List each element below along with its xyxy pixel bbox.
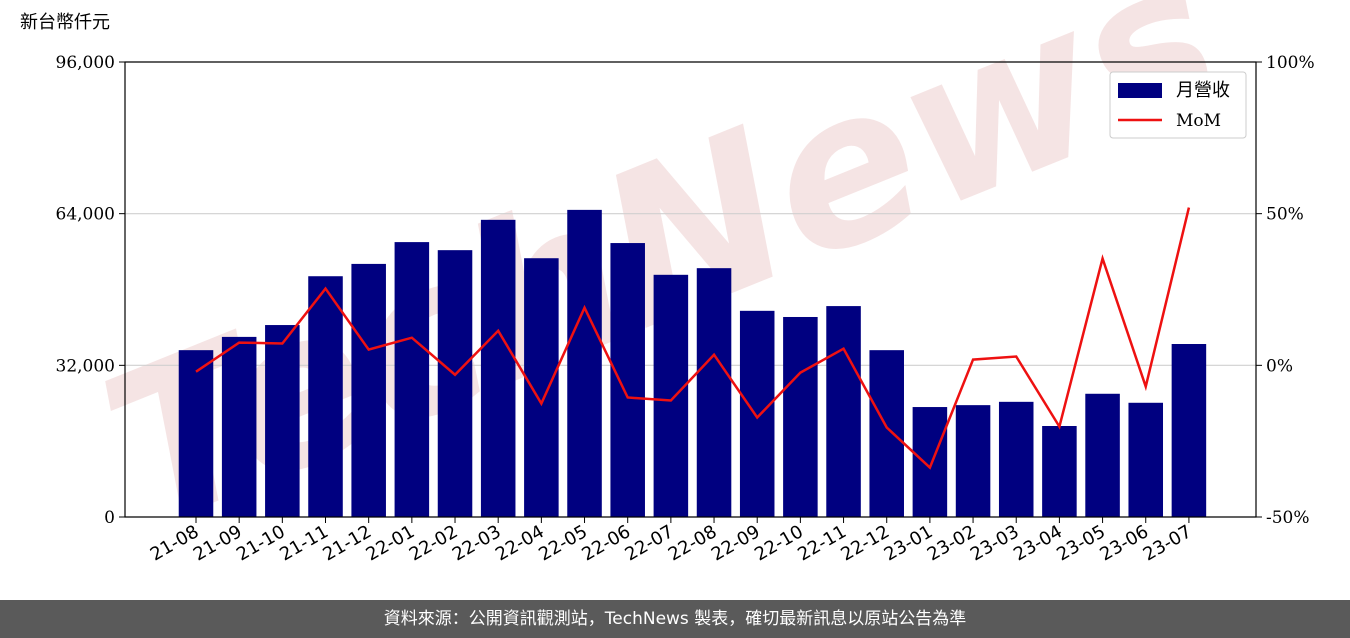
bar: [783, 316, 818, 517]
bar: [696, 268, 732, 517]
bar: [826, 306, 861, 517]
bar: [480, 219, 516, 517]
bar: [1128, 402, 1164, 517]
x-tick-label: 22-04: [492, 521, 548, 565]
bar: [221, 336, 257, 517]
bar: [653, 274, 689, 517]
line: [195, 207, 1191, 470]
bar: [567, 209, 602, 517]
bar: [437, 250, 473, 518]
x-tick-label: 22-06: [578, 521, 634, 565]
x-tick-label: 23-03: [967, 521, 1023, 565]
x-tick-label: 22-07: [622, 521, 678, 565]
x-tick-label: 21-11: [276, 521, 332, 565]
bar: [265, 325, 300, 517]
x-tick-label: 22-01: [363, 521, 419, 565]
x-tick-label: 22-05: [535, 521, 591, 565]
y2-tick-label: -50%: [1266, 508, 1310, 528]
legend-label: MoM: [1176, 111, 1221, 131]
y2-tick-label: 0%: [1266, 356, 1293, 376]
y-tick-label: 64,000: [56, 205, 115, 225]
y-tick-label: 32,000: [56, 356, 115, 376]
x-tick-label: 22-10: [751, 521, 807, 565]
x-tick-label: 23-02: [924, 521, 980, 565]
y-axis-label: 新台幣仟元: [20, 12, 110, 33]
bar: [351, 263, 386, 517]
bar: [869, 350, 904, 517]
x-tick-label: 22-02: [406, 521, 462, 565]
legend-swatch: [1118, 83, 1162, 98]
x-tick-label: 23-01: [881, 521, 937, 565]
bar: [955, 405, 991, 517]
bar: [394, 242, 430, 517]
bar: [610, 243, 645, 518]
y-tick-label: 0: [104, 508, 115, 528]
bar: [524, 258, 559, 517]
chart: 新台幣仟元 TechNews 032,00064,00096,000-50%0%…: [20, 0, 1315, 575]
x-tick-label: 23-06: [1096, 521, 1152, 565]
x-tick-label: 22-03: [449, 521, 505, 565]
bar: [308, 276, 343, 517]
x-tick-label: 23-04: [1010, 521, 1066, 565]
y2-tick-label: 50%: [1266, 205, 1304, 225]
x-tick-label: 22-08: [665, 521, 721, 565]
legend-label: 月營收: [1176, 80, 1230, 101]
source-note: 資料來源：公開資訊觀測站，TechNews 製表，確切最新訊息以原站公告為準: [0, 600, 1350, 638]
bar: [739, 310, 775, 517]
plot-frame: [124, 61, 1257, 518]
x-tick-label: 23-07: [1140, 521, 1196, 565]
x-tick-label: 22-11: [794, 521, 850, 565]
bar: [912, 407, 948, 517]
bar: [998, 401, 1034, 517]
bar: [1171, 344, 1207, 517]
bar: [1085, 393, 1120, 517]
y2-tick-label: 100%: [1266, 53, 1315, 73]
x-tick-label: 21-12: [319, 521, 375, 565]
x-tick-label: 22-09: [708, 521, 764, 565]
bar: [178, 350, 214, 517]
x-tick-label: 22-12: [837, 521, 893, 565]
y-tick-label: 96,000: [56, 53, 115, 73]
bar: [1042, 426, 1077, 517]
x-tick-label: 23-05: [1053, 521, 1109, 565]
